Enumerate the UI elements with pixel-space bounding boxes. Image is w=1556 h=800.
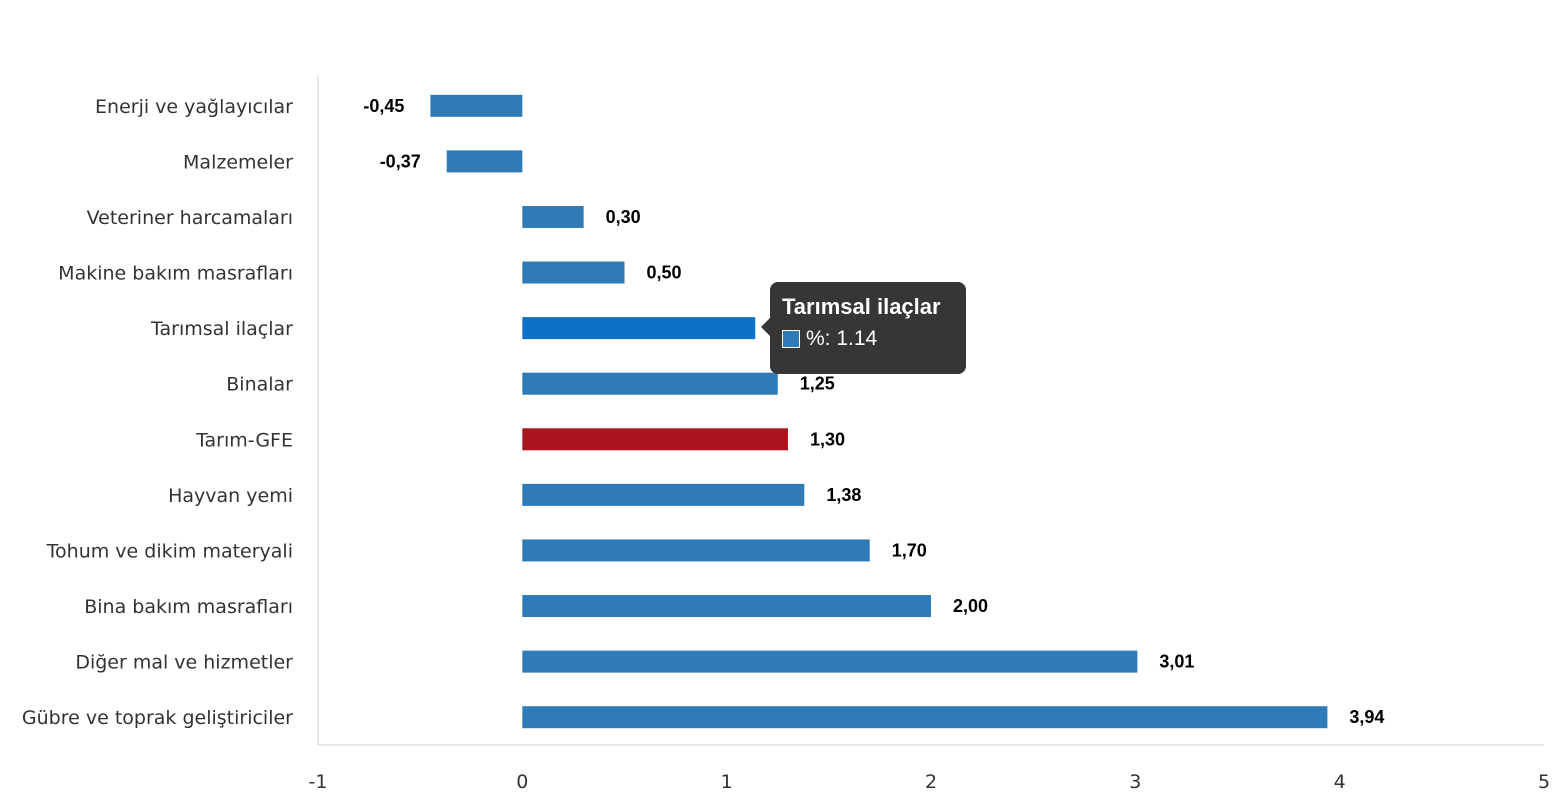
data-label: 1,30 [810,429,845,449]
category-label: Diğer mal ve hizmetler [75,652,293,674]
bar [522,539,870,562]
bar [446,150,523,173]
data-label: 3,94 [1349,707,1384,727]
data-label: 0,50 [647,263,682,283]
tooltip-row: %: 1.14 [782,325,954,353]
category-label: Tarımsal ilaçlar [150,318,293,340]
bar [522,261,625,284]
bar [522,650,1138,673]
category-label: Tarım-GFE [195,429,293,451]
bar [522,372,778,395]
bar [522,205,584,228]
tooltip-value: %: 1.14 [806,327,878,350]
x-tick-label: 2 [925,771,937,793]
category-label: Bina bakım masrafları [84,596,293,618]
bar [522,706,1328,729]
data-label: 2,00 [953,596,988,616]
category-label: Makine bakım masrafları [58,263,293,285]
category-label: Tohum ve dikim materyali [46,540,293,562]
category-label: Malzemeler [183,151,293,173]
data-label: 3,01 [1159,652,1194,672]
bar [522,595,931,618]
x-tick-label: 0 [516,771,528,793]
x-tick-label: -1 [309,771,328,793]
tooltip-title: Tarımsal ilaçlar [782,294,941,319]
category-label: Hayvan yemi [168,485,293,507]
x-tick-label: 1 [721,771,733,793]
bar [430,94,523,117]
x-tick-label: 4 [1334,771,1346,793]
bar [522,483,805,506]
data-label: -0,45 [363,96,404,116]
bar [522,317,756,340]
data-label: -0,37 [380,151,421,171]
data-label: 1,38 [826,485,861,505]
data-label: 1,70 [892,540,927,560]
category-label: Veteriner harcamaları [87,207,293,229]
bar [522,428,788,451]
x-tick-label: 5 [1538,771,1550,793]
x-tick-label: 3 [1129,771,1141,793]
category-label: Enerji ve yağlayıcılar [95,96,293,118]
category-label: Gübre ve toprak geliştiriciler [22,707,293,729]
tooltip: Tarımsal ilaçlar %: 1.14 [761,282,966,374]
category-label: Binalar [226,374,293,396]
data-label: 1,25 [800,374,835,394]
tooltip-arrow [761,318,770,336]
data-label: 0,30 [606,207,641,227]
tooltip-swatch-icon [782,330,800,348]
